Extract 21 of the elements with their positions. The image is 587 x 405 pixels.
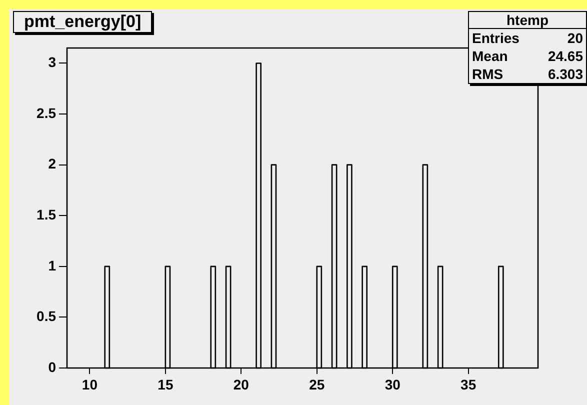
x-tick-label: 25 (309, 376, 325, 392)
y-tick-label: 0.5 (36, 308, 56, 324)
y-tick-label: 0 (48, 358, 56, 375)
text: 6.303 (548, 65, 583, 83)
y-tick-label: 2 (48, 156, 56, 172)
y-tick-label: 3 (48, 54, 56, 70)
x-tick-label: 10 (82, 376, 98, 392)
x-tick-label: 15 (158, 376, 174, 392)
y-tick-label: 1 (48, 257, 56, 274)
x-tick-label: 35 (460, 376, 476, 392)
x-tick-label: 30 (384, 376, 401, 392)
chart-title: pmt_energy[0] (13, 11, 152, 33)
annotation: RMS (472, 65, 504, 83)
text: htemp (469, 12, 586, 29)
annotation: Mean (472, 47, 508, 65)
x-tick-label: 20 (233, 376, 250, 392)
y-tick-label: 2.5 (36, 104, 56, 121)
text: 24.65 (548, 47, 583, 65)
text: Entries (472, 29, 520, 47)
text: 20 (567, 29, 583, 47)
y-tick-label: 1.5 (36, 206, 56, 222)
